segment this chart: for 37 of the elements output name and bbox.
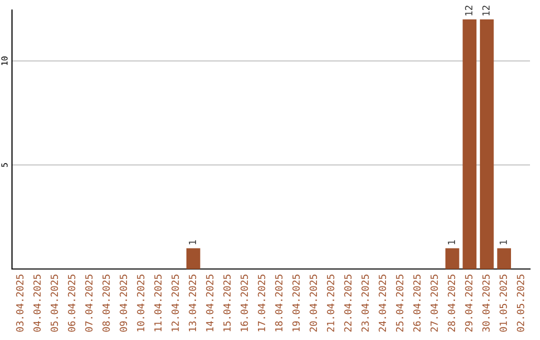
x-tick-label: 26.04.2025 xyxy=(413,274,421,332)
y-tick-label: 10 xyxy=(1,56,8,65)
x-tick-label: 16.04.2025 xyxy=(240,274,248,332)
x-tick-label: 14.04.2025 xyxy=(206,274,214,332)
data-label: 12 xyxy=(482,6,490,16)
x-tick-label: 06.04.2025 xyxy=(68,274,76,332)
x-tick-label: 30.04.2025 xyxy=(482,274,490,332)
x-tick-label: 23.04.2025 xyxy=(361,274,369,332)
x-tick-label: 27.04.2025 xyxy=(430,274,438,332)
x-tick-label: 20.04.2025 xyxy=(310,274,318,332)
x-tick-label: 19.04.2025 xyxy=(292,274,300,332)
x-tick-label: 08.04.2025 xyxy=(102,274,110,332)
x-tick-label: 24.04.2025 xyxy=(378,274,386,332)
x-tick-label: 03.04.2025 xyxy=(16,274,24,332)
data-label: 1 xyxy=(448,240,456,244)
y-tick-label: 5 xyxy=(1,163,8,167)
x-tick-label: 05.04.2025 xyxy=(50,274,58,332)
x-tick-label: 01.05.2025 xyxy=(500,274,507,332)
x-tick-label: 28.04.2025 xyxy=(448,274,456,332)
x-tick-label: 22.04.2025 xyxy=(344,274,352,332)
x-tick-label: 18.04.2025 xyxy=(275,274,282,332)
x-tick-label: 15.04.2025 xyxy=(223,274,231,332)
x-tick-label: 12.04.2025 xyxy=(172,274,179,332)
x-tick-label: 29.04.2025 xyxy=(465,274,472,332)
x-tick-label: 09.04.2025 xyxy=(120,274,128,332)
x-tick-label: 02.05.2025 xyxy=(516,274,524,332)
data-label: 1 xyxy=(500,240,507,244)
x-tick-label: 25.04.2025 xyxy=(396,274,404,332)
x-tick-label: 07.04.2025 xyxy=(85,274,93,332)
x-tick-label: 13.04.2025 xyxy=(188,274,196,332)
x-tick-label: 11.04.2025 xyxy=(154,274,162,332)
x-tick-label: 21.04.2025 xyxy=(326,274,334,332)
x-tick-label: 10.04.2025 xyxy=(136,274,144,332)
data-label: 1 xyxy=(188,240,196,244)
x-tick-label: 04.04.2025 xyxy=(33,274,41,332)
data-label: 12 xyxy=(465,6,472,16)
x-tick-label: 17.04.2025 xyxy=(258,274,266,332)
